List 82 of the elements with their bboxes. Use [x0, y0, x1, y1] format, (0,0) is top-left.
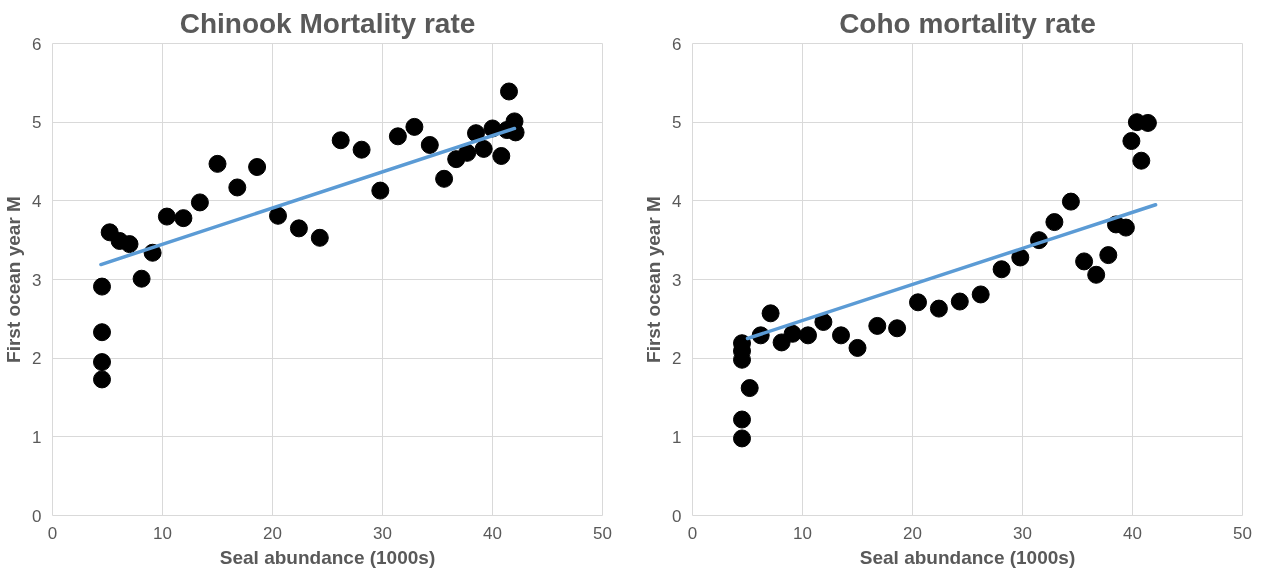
point [909, 293, 927, 312]
point [740, 379, 759, 398]
x-tick-label: 10 [153, 523, 172, 543]
point [1122, 132, 1141, 151]
y-tick-label: 5 [672, 113, 682, 133]
x-tick-label: 20 [263, 523, 282, 543]
point [1087, 265, 1106, 284]
point [1132, 151, 1151, 170]
point [310, 228, 329, 247]
x-tick-label: 40 [483, 523, 502, 543]
point [420, 136, 439, 154]
point [93, 370, 111, 389]
point [733, 429, 751, 448]
point [814, 313, 833, 331]
point [458, 143, 477, 162]
point [93, 277, 111, 296]
x-tick-label: 20 [903, 523, 922, 543]
chart-title: Chinook Mortality rate [179, 7, 476, 39]
point [1075, 252, 1094, 271]
y-axis-title: First ocean year M [643, 196, 665, 363]
point [971, 285, 990, 304]
point [992, 260, 1011, 279]
point [269, 206, 287, 225]
point [371, 181, 390, 200]
point [868, 316, 887, 335]
y-tick-label: 5 [32, 113, 42, 133]
y-tick-label: 6 [672, 34, 682, 54]
point [929, 299, 948, 318]
point [1099, 246, 1118, 265]
y-tick-label: 2 [672, 349, 682, 369]
point [228, 178, 247, 197]
point [132, 269, 151, 288]
y-tick-label: 0 [672, 506, 682, 526]
point [783, 324, 802, 343]
point [174, 209, 193, 228]
y-tick-label: 3 [32, 270, 42, 290]
y-axis-title: First ocean year M [3, 196, 25, 363]
x-tick-label: 0 [687, 523, 698, 543]
x-tick-label: 40 [1123, 523, 1142, 543]
point [93, 353, 111, 372]
point [435, 169, 454, 188]
point [352, 140, 371, 159]
point [157, 207, 176, 226]
point [474, 139, 493, 158]
point [93, 323, 111, 342]
point [331, 131, 350, 150]
point [289, 219, 308, 238]
point [388, 127, 407, 146]
x-tick-label: 50 [593, 523, 612, 543]
x-axis-title: Seal abundance (1000s) [859, 546, 1076, 568]
y-tick-label: 4 [672, 191, 682, 211]
y-tick-label: 4 [32, 191, 42, 211]
chart-title: Coho mortality rate [839, 7, 1096, 39]
point [799, 326, 817, 345]
point [500, 82, 518, 101]
point [120, 235, 139, 254]
point [1011, 248, 1030, 267]
y-tick-label: 1 [672, 427, 682, 447]
y-tick-label: 6 [32, 34, 42, 54]
x-tick-label: 30 [373, 523, 392, 543]
x-tick-label: 10 [793, 523, 812, 543]
point [1045, 213, 1064, 232]
point [733, 410, 751, 429]
point [832, 326, 850, 345]
point [950, 292, 969, 311]
point [848, 338, 867, 357]
x-tick-label: 50 [1233, 523, 1252, 543]
point [1061, 192, 1080, 211]
point [492, 147, 511, 165]
point [248, 158, 267, 176]
y-tick-label: 3 [672, 270, 682, 290]
x-tick-label: 0 [47, 523, 58, 543]
y-tick-label: 2 [32, 349, 42, 369]
x-tick-label: 30 [1013, 523, 1032, 543]
x-axis-title: Seal abundance (1000s) [219, 546, 436, 568]
point [190, 193, 209, 212]
y-tick-label: 1 [32, 427, 42, 447]
point [888, 319, 907, 338]
point [208, 154, 227, 173]
point [761, 304, 780, 323]
y-tick-label: 0 [32, 506, 42, 526]
point [405, 117, 424, 136]
